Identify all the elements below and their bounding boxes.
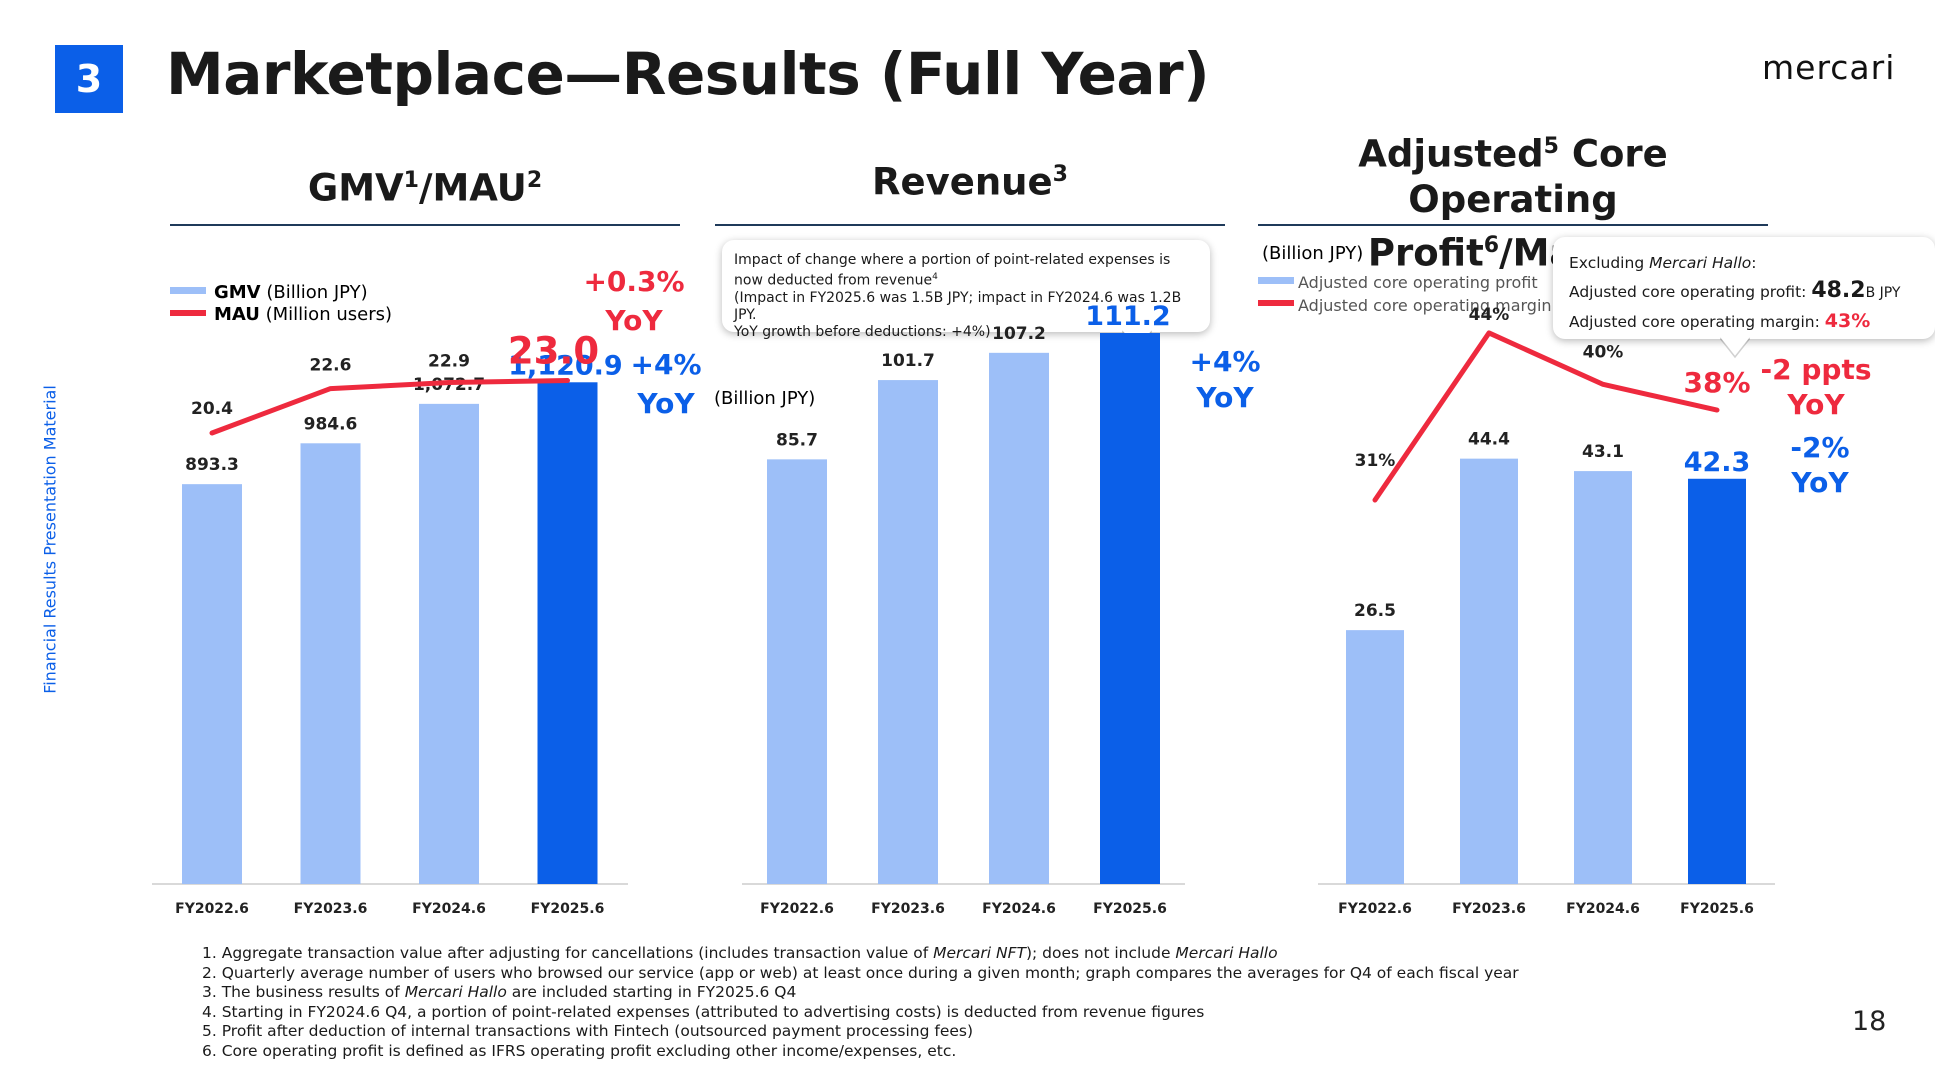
x-tick-label: FY2024.6 <box>412 901 486 917</box>
bar-value-label: 101.7 <box>881 351 935 371</box>
bar-FY2024.6 <box>989 352 1049 885</box>
revenue-yoy-value: +4% <box>1190 345 1261 378</box>
mau-legend-label: MAU (Million users) <box>214 304 392 325</box>
footnotes: 1. Aggregate transaction value after adj… <box>202 944 1519 1061</box>
page-number: 18 <box>1852 1006 1887 1037</box>
gmv-chart: 893.3FY2022.6984.6FY2023.61,072.7FY2024.… <box>175 330 623 917</box>
line-point-label: 38% <box>1683 366 1750 399</box>
footnote-3: 3. The business results of Mercari Hallo… <box>202 983 797 1001</box>
bar-value-label: 984.6 <box>304 414 358 434</box>
line-point-label: 40% <box>1583 342 1624 362</box>
profit-yoy-label: YoY <box>1790 466 1849 499</box>
bar-value-label: 44.4 <box>1468 430 1510 450</box>
x-tick-label: FY2025.6 <box>1680 901 1754 917</box>
x-tick-label: FY2022.6 <box>1338 901 1412 917</box>
revenue-panel-rule <box>715 224 1225 226</box>
profit-panel-rule <box>1258 224 1768 226</box>
mau-legend-swatch <box>170 310 206 316</box>
section-number: 3 <box>55 45 123 113</box>
bar-FY2022.6 <box>1346 630 1404 884</box>
bar-FY2025.6 <box>1688 478 1746 884</box>
footnote-5: 5. Profit after deduction of internal tr… <box>202 1022 974 1040</box>
gmv-panel-title: GMV1/MAU2 <box>307 166 543 210</box>
revenue-callout: Impact of change where a portion of poin… <box>722 240 1210 340</box>
bar-FY2023.6 <box>878 380 938 884</box>
profit-callout-pointer <box>1720 337 1750 359</box>
footnote-2: 2. Quarterly average number of users who… <box>202 963 1519 982</box>
profit-callout: Excluding Mercari Hallo: Adjusted core o… <box>1553 237 1935 339</box>
profit-legend-label: Adjusted core operating profit <box>1298 273 1538 292</box>
x-tick-label: FY2025.6 <box>1093 901 1167 917</box>
x-tick-label: FY2022.6 <box>175 901 249 917</box>
bar-FY2023.6 <box>300 443 361 884</box>
gmv-legend-swatch <box>170 287 206 294</box>
mercari-logo: mercari <box>1762 48 1896 87</box>
x-tick-label: FY2025.6 <box>531 901 605 917</box>
bar-value-label: 107.2 <box>992 324 1046 344</box>
line-point-label: 44% <box>1469 305 1510 325</box>
page-title: Marketplace—Results (Full Year) <box>166 40 1210 108</box>
line-point-label: 31% <box>1355 451 1396 471</box>
x-tick-label: FY2023.6 <box>294 901 368 917</box>
revenue-chart: 85.7 FY2022.6 101.7 FY2023.6 107.2 FY2024.6 11… <box>760 301 1171 917</box>
profit-legend-swatch <box>1258 277 1294 284</box>
x-tick-label: FY2023.6 <box>871 901 945 917</box>
line-series-MAU (Million users) <box>209 378 570 436</box>
bar-FY2023.6 <box>1460 458 1518 884</box>
bar-value-label: 42.3 <box>1684 447 1751 478</box>
bar-FY2024.6 <box>419 403 479 884</box>
mau-yoy-value: +0.3% <box>583 265 684 298</box>
revenue-panel-title: Revenue3 <box>872 160 1068 204</box>
profit-unit-label: (Billion JPY) <box>1262 243 1363 264</box>
x-tick-label: FY2024.6 <box>982 901 1056 917</box>
revenue-unit-label: (Billion JPY) <box>714 388 815 409</box>
bar-FY2022.6 <box>182 484 242 884</box>
line-point-label: 22.9 <box>428 352 470 372</box>
margin-legend-swatch <box>1258 300 1294 306</box>
gmv-yoy-label: YoY <box>636 387 695 420</box>
line-point-label: 23.0 <box>508 330 599 373</box>
bar-FY2025.6 <box>537 382 598 884</box>
x-tick-label: FY2024.6 <box>1566 901 1640 917</box>
footnote-4: 4. Starting in FY2024.6 Q4, a portion of… <box>202 1002 1205 1021</box>
bar-FY2022.6 <box>767 459 827 884</box>
revenue-yoy-label: YoY <box>1195 381 1254 414</box>
line-point-label: 22.6 <box>310 356 352 376</box>
charts-canvas: GMV (Billion JPY) MAU (Million users) (B… <box>152 243 1872 917</box>
margin-legend-label: Adjusted core operating margin <box>1298 296 1552 315</box>
footnote-6: 6. Core operating profit is defined as I… <box>202 1041 957 1060</box>
line-point-label: 20.4 <box>191 399 233 419</box>
bar-value-label: 43.1 <box>1582 442 1624 462</box>
profit-yoy-value: -2% <box>1790 431 1849 464</box>
bar-value-label: 26.5 <box>1354 601 1396 621</box>
mau-yoy-label: YoY <box>604 304 663 337</box>
margin-yoy-value: -2 ppts <box>1761 353 1872 386</box>
footnote-1: 1. Aggregate transaction value after adj… <box>202 944 1278 962</box>
bar-value-label: 1,120.9 <box>508 350 622 381</box>
bar-FY2025.6 <box>1100 333 1160 884</box>
bar-value-label: 111.2 <box>1085 301 1170 332</box>
bar-value-label: 85.7 <box>776 430 818 450</box>
bar-value-label: 893.3 <box>185 455 239 475</box>
x-tick-label: FY2023.6 <box>1452 901 1526 917</box>
margin-yoy-label: YoY <box>1786 388 1845 421</box>
line-series-Adjusted core operating margin <box>1372 330 1720 503</box>
bar-FY2024.6 <box>1574 471 1632 884</box>
profit-chart: 26.5 FY2022.6 44.4 FY2023.6 43.1 FY2024.6 42.3… <box>1338 305 1754 917</box>
gmv-yoy-value: +4% <box>631 348 702 381</box>
gmv-panel-rule <box>170 224 680 226</box>
x-tick-label: FY2022.6 <box>760 901 834 917</box>
gmv-legend-label: GMV (Billion JPY) <box>214 282 368 303</box>
